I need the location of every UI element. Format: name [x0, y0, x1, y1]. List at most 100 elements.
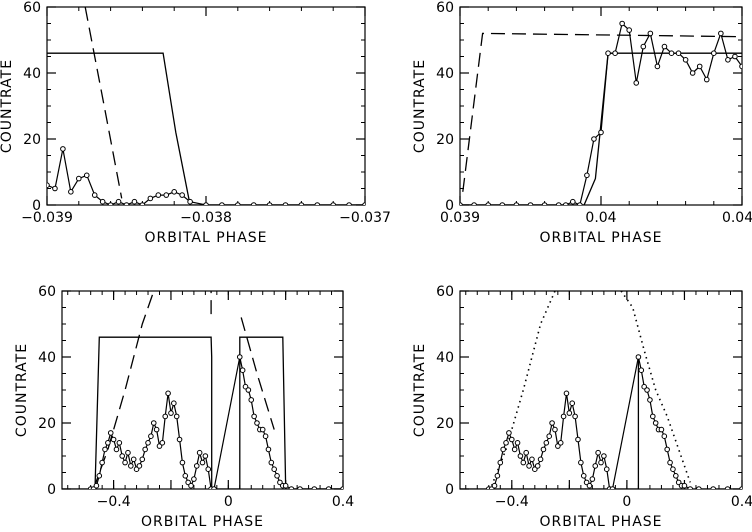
data-point [182, 473, 189, 479]
data-point [739, 63, 742, 70]
data-point [116, 440, 123, 446]
data-point [136, 463, 143, 469]
data-point [259, 426, 266, 433]
data-point [142, 446, 148, 453]
data-point [265, 446, 272, 453]
data-point [179, 192, 185, 198]
y-tick-label: 40 [38, 350, 56, 366]
data-trace [488, 356, 742, 489]
y-axis-title: COUNTRATE [14, 343, 30, 437]
x-axis-title: ORBITAL PHASE [141, 514, 264, 530]
data-point [131, 198, 138, 205]
data-point [188, 482, 194, 489]
data-point [179, 459, 186, 466]
data-point [633, 80, 640, 86]
data-point [703, 76, 710, 83]
data-point [668, 50, 675, 57]
data-point [176, 436, 183, 443]
data-point [60, 146, 66, 152]
plot-data [62, 291, 343, 489]
data-point [297, 486, 303, 489]
data-point [570, 198, 576, 205]
x-tick-label: 0.04 [585, 210, 616, 226]
data-point [155, 192, 162, 198]
data-point [644, 387, 650, 393]
x-tick-label: −0.037 [339, 210, 391, 226]
data-point [122, 459, 128, 466]
y-tick-label: 40 [436, 66, 454, 82]
x-tick-label: 0 [224, 494, 233, 510]
data-point [203, 202, 209, 205]
data-point [236, 354, 243, 360]
data-point [119, 453, 126, 459]
data-point [202, 453, 209, 459]
data-point [732, 53, 738, 60]
data-point [282, 482, 289, 489]
data-point [250, 202, 257, 205]
data-point [168, 410, 174, 416]
data-point [598, 459, 604, 466]
data-point [612, 50, 618, 57]
data-point [513, 202, 520, 205]
data-point [569, 400, 576, 407]
y-tick-label: 60 [23, 0, 41, 16]
data-point [99, 198, 106, 205]
solid-curve [460, 52, 742, 205]
data-point [710, 486, 717, 489]
data-point [271, 466, 277, 473]
data-point [595, 449, 601, 456]
data-point [725, 57, 731, 63]
data-point [549, 420, 555, 426]
data-point [647, 30, 654, 37]
data-point [311, 486, 318, 489]
x-tick-label: 0 [622, 494, 631, 510]
y-tick-label: 60 [436, 0, 454, 16]
data-point [652, 420, 659, 426]
data-point [640, 43, 647, 50]
data-point [557, 440, 564, 446]
data-point [171, 189, 177, 195]
data-point [268, 459, 275, 466]
data-point [211, 486, 217, 489]
data-point [139, 202, 146, 205]
x-axis-title: ORBITAL PHASE [539, 230, 662, 246]
plot-frame [46, 6, 366, 206]
data-point [107, 202, 114, 205]
data-point [145, 440, 151, 446]
data-point [494, 473, 501, 479]
x-tick-label: 0.4 [332, 494, 354, 510]
data-point [163, 192, 170, 198]
data-point [534, 463, 541, 469]
x-tick-label: −0.038 [180, 210, 232, 226]
data-point [499, 202, 506, 205]
data-point [673, 473, 679, 479]
data-point [187, 198, 193, 205]
data-point [586, 482, 593, 489]
data-point [546, 433, 553, 440]
x-tick-label: −0.4 [495, 494, 529, 510]
data-point [471, 202, 477, 205]
data-point [696, 486, 702, 489]
data-point [514, 440, 521, 446]
data-point [605, 50, 611, 57]
x-tick-label: 0.039 [440, 210, 480, 226]
data-point [362, 202, 365, 205]
data-point [739, 486, 742, 489]
data-point [609, 486, 616, 489]
data-point [193, 463, 200, 469]
plot-data [460, 20, 742, 205]
panel-1: −0.039 −0.038 −0.037 0 20 40 60 ORBITAL PHASE CO… [0, 0, 391, 246]
data-point [93, 482, 100, 489]
data-point [102, 446, 108, 453]
data-point [485, 202, 491, 205]
data-point [626, 27, 633, 33]
solid-curve [460, 357, 640, 489]
data-point [681, 482, 688, 489]
data-point [511, 446, 518, 453]
data-point [139, 456, 146, 463]
data-point [563, 390, 570, 397]
data-point [578, 459, 584, 466]
data-point [560, 413, 567, 420]
data-point [687, 486, 694, 489]
data-point [689, 70, 696, 76]
